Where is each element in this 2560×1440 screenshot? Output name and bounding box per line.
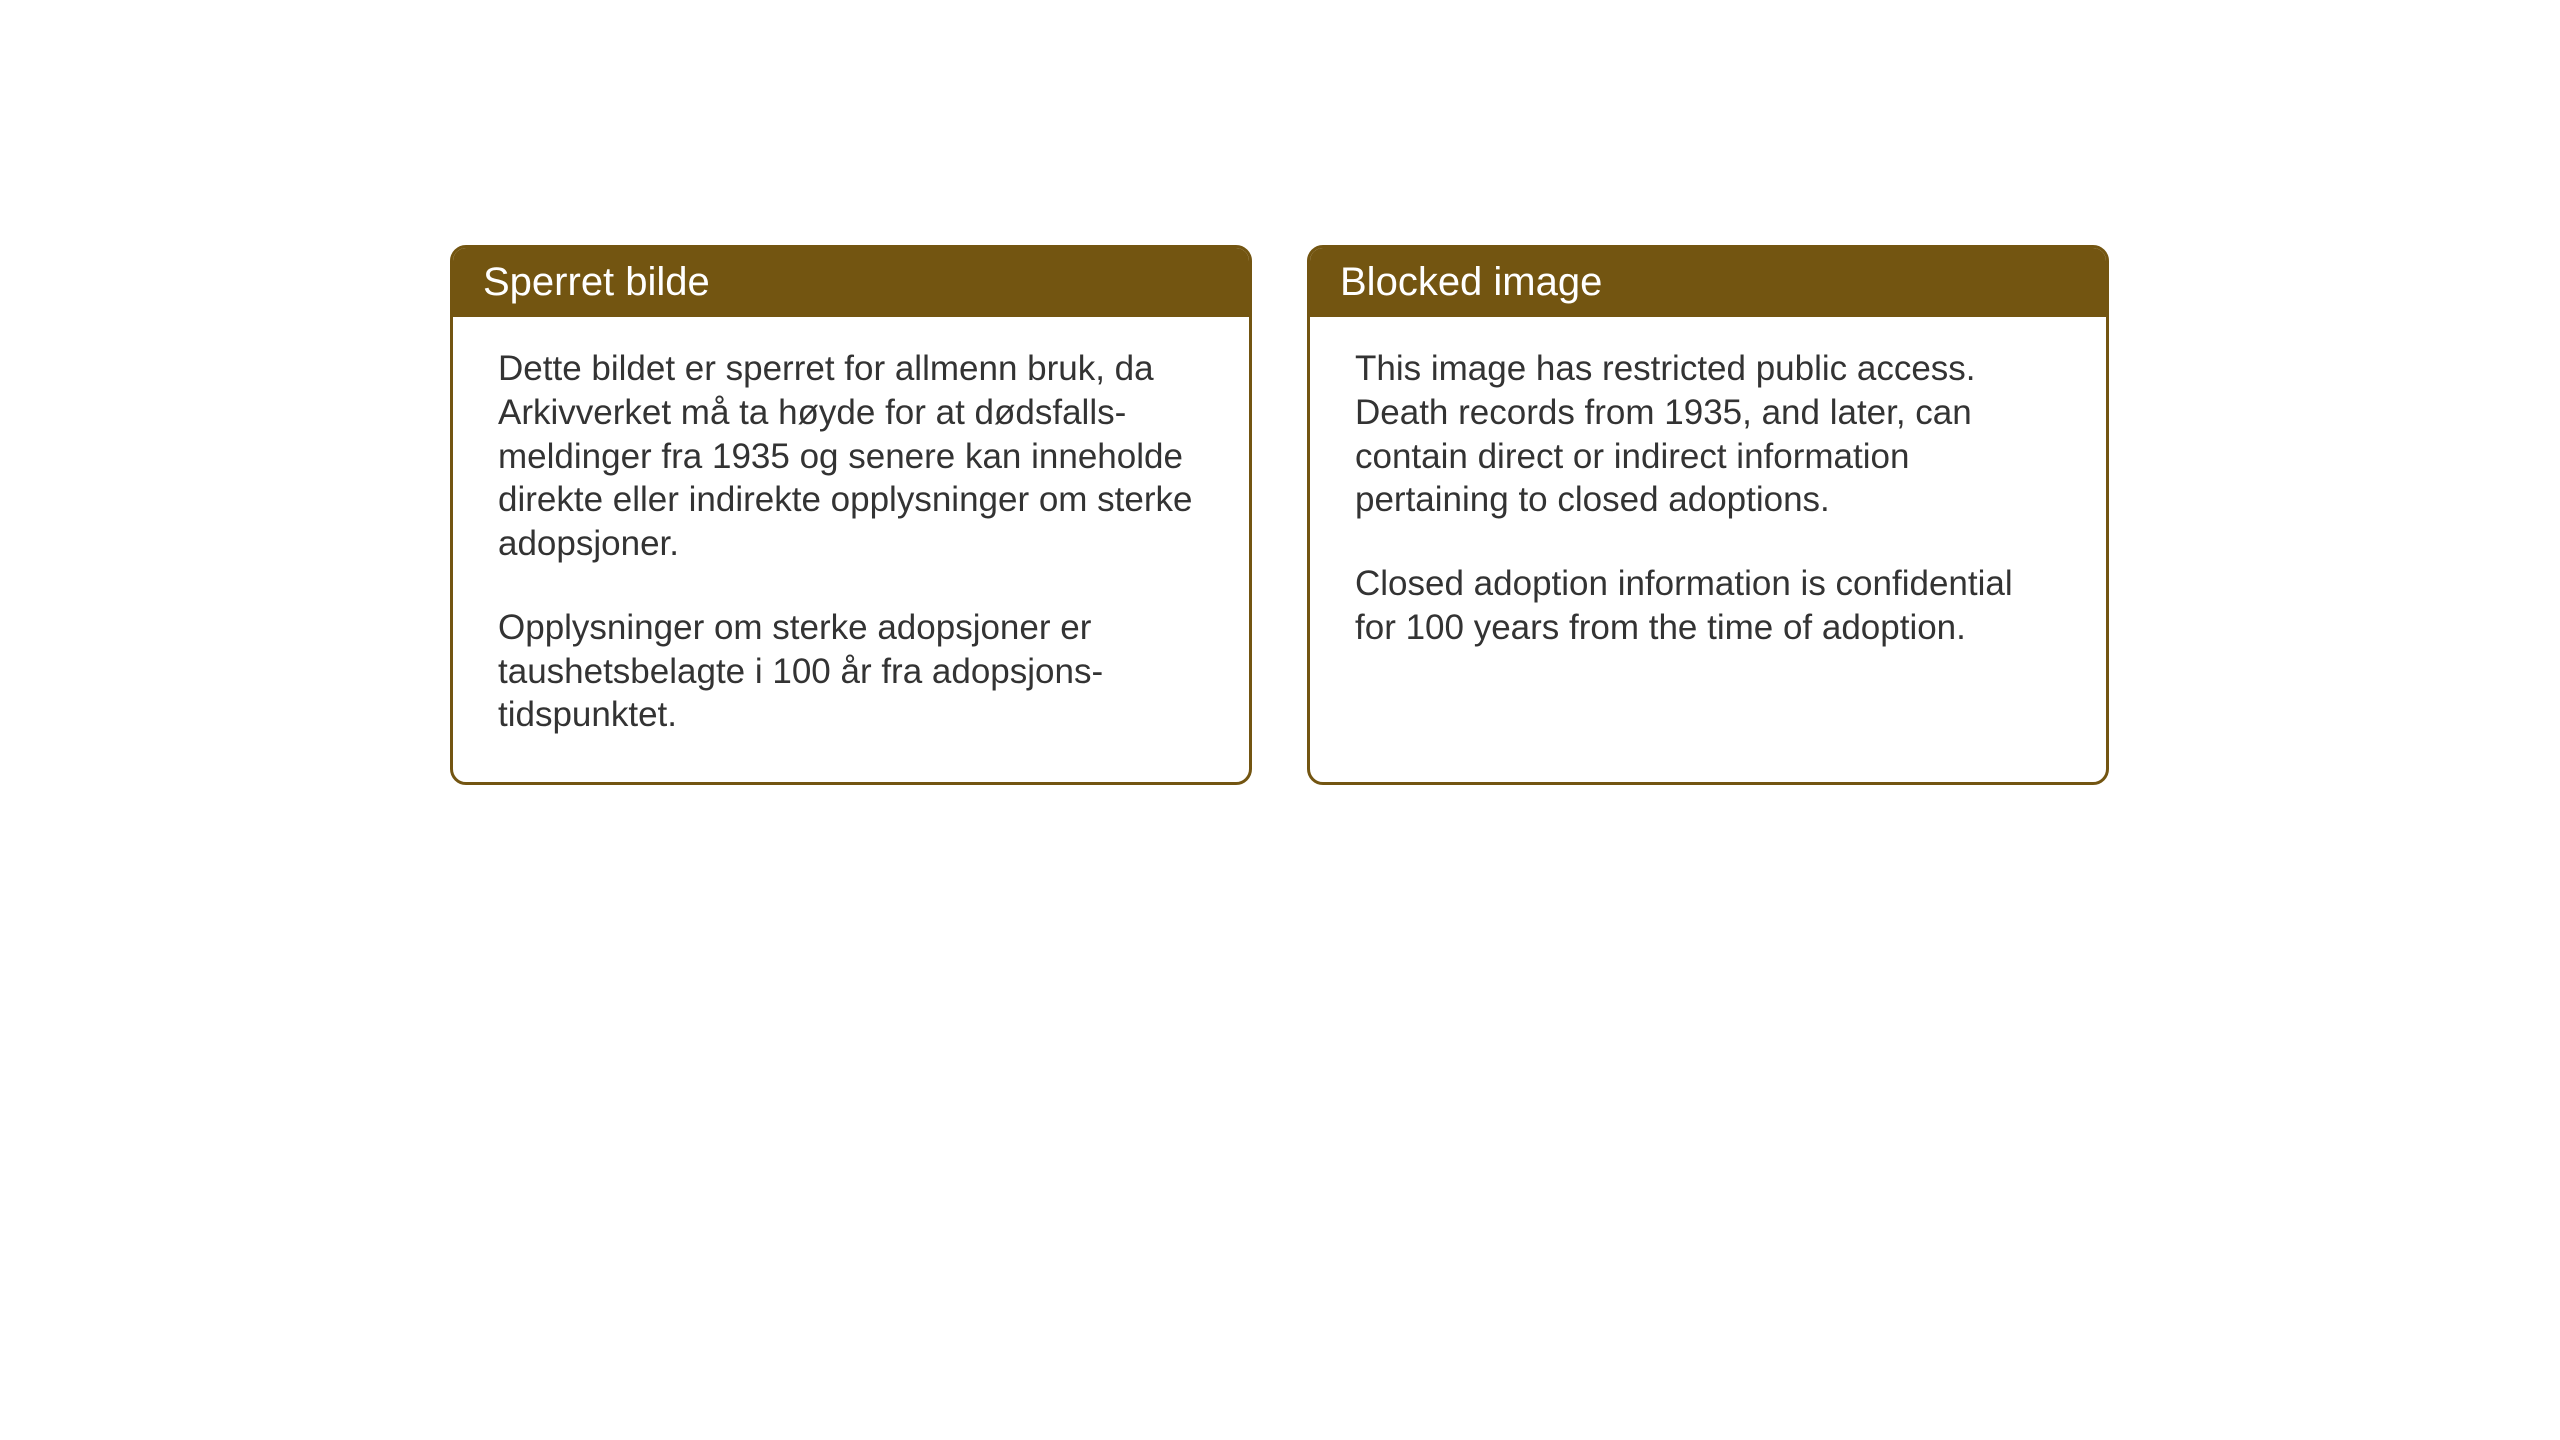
card-body: This image has restricted public access.… xyxy=(1310,317,2106,737)
notice-card-english: Blocked image This image has restricted … xyxy=(1307,245,2109,785)
card-paragraph-2: Closed adoption information is confident… xyxy=(1355,562,2061,650)
notice-card-norwegian: Sperret bilde Dette bildet er sperret fo… xyxy=(450,245,1252,785)
card-title: Blocked image xyxy=(1340,260,1602,304)
card-paragraph-1: This image has restricted public access.… xyxy=(1355,347,2061,522)
card-header: Sperret bilde xyxy=(453,248,1249,317)
notice-cards-container: Sperret bilde Dette bildet er sperret fo… xyxy=(450,245,2109,785)
card-body: Dette bildet er sperret for allmenn bruk… xyxy=(453,317,1249,782)
card-title: Sperret bilde xyxy=(483,260,710,304)
card-paragraph-1: Dette bildet er sperret for allmenn bruk… xyxy=(498,347,1204,566)
card-header: Blocked image xyxy=(1310,248,2106,317)
card-paragraph-2: Opplysninger om sterke adopsjoner er tau… xyxy=(498,606,1204,737)
